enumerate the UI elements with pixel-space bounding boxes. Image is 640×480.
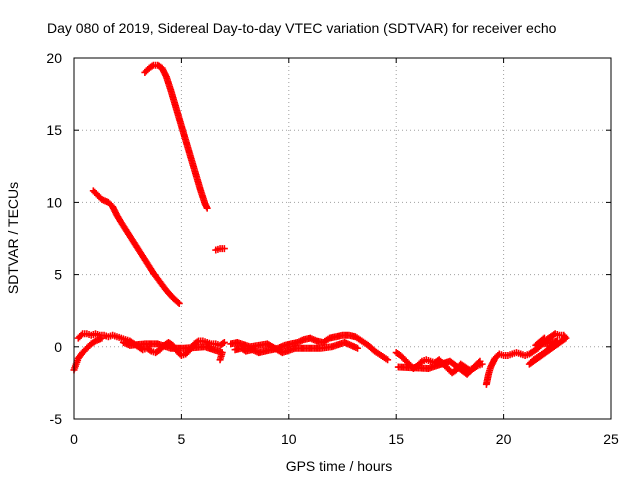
data-point — [175, 299, 183, 307]
data-point — [540, 334, 548, 342]
data-point — [476, 357, 484, 365]
x-tick-label: 25 — [603, 431, 619, 447]
series-arc_short — [212, 245, 228, 254]
data-point — [220, 245, 228, 253]
series-band_15_to_19h — [392, 349, 486, 378]
y-tick-label: 5 — [54, 267, 62, 283]
series-arc_high_peak — [141, 61, 211, 212]
series-band_19_to_23h — [482, 330, 570, 388]
data-point — [203, 204, 211, 212]
plot-frame — [73, 57, 612, 420]
x-tick-label: 20 — [496, 431, 512, 447]
data-point — [216, 356, 224, 364]
series-band_0_to_7h — [74, 330, 228, 364]
y-axis-label: SDTVAR / TECUs — [5, 182, 21, 294]
y-tick-label: -5 — [50, 411, 63, 427]
data-point — [354, 344, 362, 352]
x-tick-label: 5 — [178, 431, 186, 447]
y-tick-label: 0 — [54, 339, 62, 355]
series-band_7_to_15h — [227, 331, 392, 364]
data-point — [475, 358, 483, 366]
x-axis-label: GPS time / hours — [286, 458, 393, 474]
data-point — [77, 331, 85, 339]
data-point — [384, 356, 392, 364]
data-point — [148, 62, 156, 70]
data-point — [146, 346, 154, 354]
y-tick-label: 20 — [46, 50, 62, 66]
x-tick-label: 15 — [388, 431, 404, 447]
y-tick-label: 10 — [46, 194, 62, 210]
x-tick-label: 0 — [70, 431, 78, 447]
axis-ticks: 0 5 10 15 20 25 -5 0 5 10 15 20 — [46, 50, 619, 447]
y-tick-label: 15 — [46, 122, 62, 138]
x-tick-label: 10 — [281, 431, 297, 447]
data-points — [70, 61, 570, 388]
data-point — [220, 338, 228, 346]
data-point — [539, 335, 547, 343]
data-point — [219, 339, 227, 347]
series-arc_declining — [89, 187, 183, 307]
chart-title: Day 080 of 2019, Sidereal Day-to-day VTE… — [47, 20, 557, 36]
data-point — [174, 298, 182, 306]
series-arc_rising_start — [70, 334, 106, 374]
